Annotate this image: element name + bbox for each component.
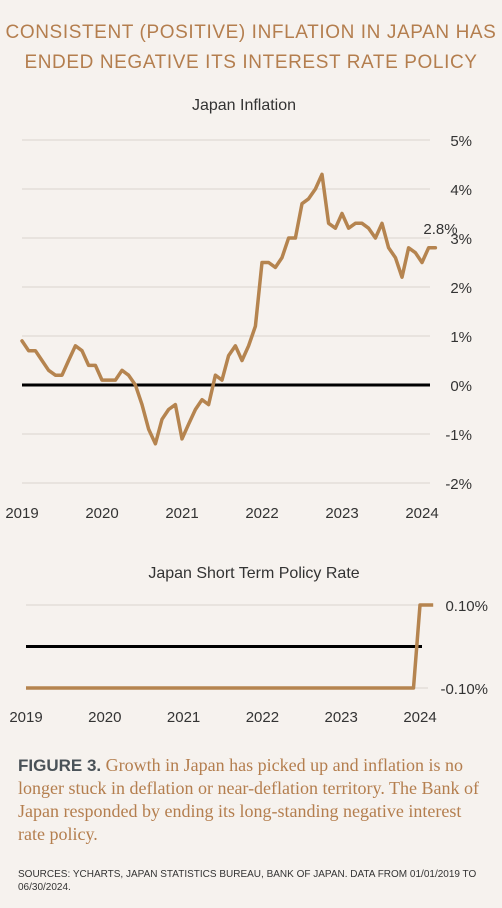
x-tick-label: 2021	[167, 709, 200, 726]
policy-rate-chart: Japan Short Term Policy Rate 0.10% -0.10%…	[9, 565, 488, 726]
x-tick-label: 2019	[5, 505, 38, 522]
policy-rate-series-line	[26, 603, 434, 690]
figure-caption: FIGURE 3. Growth in Japan has picked up …	[18, 754, 488, 846]
x-tick-label: 2020	[85, 505, 118, 522]
figure-caption-text: Growth in Japan has picked up and inflat…	[18, 755, 479, 844]
y-tick-label: 2%	[450, 280, 472, 297]
x-tick-label: 2020	[88, 709, 121, 726]
y-tick-label: -1%	[445, 427, 472, 444]
x-tick-label: 2024	[405, 505, 438, 522]
inflation-chart: Japan Inflation 5% 4% 3% 2% 1% 0% -1% -2% 2019 20…	[5, 97, 472, 522]
inflation-chart-title: Japan Inflation	[192, 97, 296, 114]
y-tick-label: 3%	[450, 231, 472, 248]
y-tick-label: -2%	[445, 476, 472, 493]
y-tick-label: -0.10%	[440, 681, 488, 698]
y-tick-label: 1%	[450, 329, 472, 346]
y-tick-label: 4%	[450, 182, 472, 199]
headline-line-1: CONSISTENT (POSITIVE) INFLATION IN JAPAN…	[5, 22, 497, 43]
x-tick-label: 2019	[9, 709, 42, 726]
last-value-annotation: 2.8%	[423, 221, 457, 238]
sources-note: SOURCES: YCHARTS, JAPAN STATISTICS BUREA…	[18, 869, 477, 893]
x-tick-label: 2022	[246, 709, 279, 726]
x-tick-label: 2022	[245, 505, 278, 522]
x-tick-label: 2023	[325, 709, 358, 726]
x-tick-label: 2023	[325, 505, 358, 522]
figure-label: FIGURE 3.	[18, 756, 102, 775]
x-tick-label: 2021	[165, 505, 198, 522]
y-tick-label: 0%	[450, 378, 472, 395]
headline-line-2: ENDED NEGATIVE ITS INTEREST RATE POLICY	[24, 52, 478, 73]
x-tick-label: 2024	[403, 709, 436, 726]
y-tick-label: 5%	[450, 133, 472, 150]
headline: CONSISTENT (POSITIVE) INFLATION IN JAPAN…	[0, 18, 502, 78]
policy-rate-chart-title: Japan Short Term Policy Rate	[148, 565, 359, 582]
inflation-series-line	[20, 172, 438, 446]
y-tick-label: 0.10%	[445, 598, 488, 615]
